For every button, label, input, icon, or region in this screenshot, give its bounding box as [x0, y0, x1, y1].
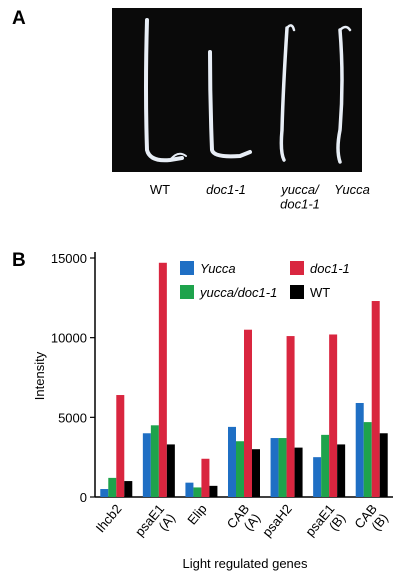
x-tick-label: psaE1(A) [132, 501, 178, 548]
bar [244, 329, 252, 497]
bar [371, 301, 380, 497]
x-tick-label: Elip [184, 501, 209, 527]
legend-label: WT [310, 285, 330, 300]
y-tick-label: 5000 [58, 410, 87, 425]
bar [142, 433, 151, 497]
x-tick-label: psaE1(B) [302, 501, 348, 548]
legend-swatch [290, 261, 304, 275]
x-axis-label: Light regulated genes [182, 556, 308, 571]
photo-label: WT [150, 182, 170, 197]
bar [252, 449, 260, 497]
x-tick-label: Ihcb2 [93, 501, 125, 535]
legend-label: Yucca [200, 261, 236, 276]
bar [108, 477, 117, 497]
bar [209, 485, 218, 497]
bar [363, 422, 372, 497]
bar [201, 458, 210, 497]
legend-label: yucca/doc1-1 [199, 285, 277, 300]
y-tick-label: 10000 [51, 331, 87, 346]
legend-swatch [180, 261, 194, 275]
bar [185, 482, 194, 497]
legend-swatch [290, 285, 304, 299]
bar [286, 336, 295, 497]
x-tick-label: psaH2 [259, 501, 295, 539]
photo-label: Yucca [334, 182, 370, 197]
bar [100, 489, 109, 497]
x-tick-label: CAB(A) [224, 501, 264, 540]
photo [112, 8, 362, 172]
bar [329, 334, 338, 497]
y-tick-label: 0 [80, 490, 87, 505]
bar [193, 487, 202, 497]
bar [158, 262, 167, 497]
bar [379, 433, 388, 497]
photo-label: doc1-1 [206, 182, 246, 197]
bar [355, 402, 364, 497]
bar [294, 447, 303, 497]
y-axis-label: Intensity [32, 351, 47, 400]
bar [313, 457, 322, 497]
bar [270, 438, 279, 497]
bar [124, 481, 133, 497]
x-tick-label: CAB(B) [351, 501, 391, 540]
bar [150, 425, 159, 497]
bar [236, 441, 244, 497]
legend-label: doc1-1 [310, 261, 350, 276]
panel-label: B [12, 250, 26, 271]
bar [278, 438, 287, 497]
photo-label: yucca/doc1-1 [280, 182, 320, 211]
bar [228, 426, 236, 497]
legend-swatch [180, 285, 194, 299]
panel-label: A [12, 8, 26, 29]
bar [321, 434, 330, 497]
bar [337, 444, 346, 497]
bar [166, 444, 175, 497]
bar [116, 395, 125, 497]
y-tick-label: 15000 [51, 251, 87, 266]
